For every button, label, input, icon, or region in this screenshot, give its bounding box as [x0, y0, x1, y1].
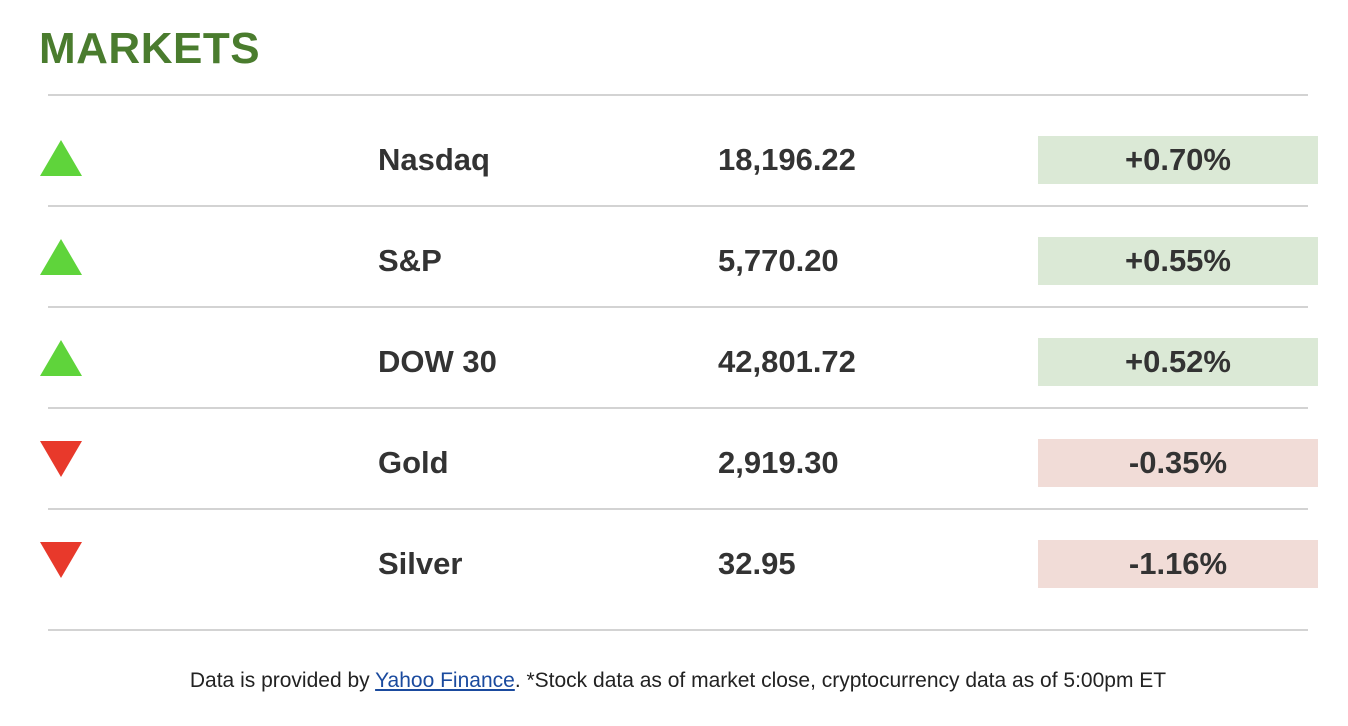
change-badge: +0.52% [1038, 338, 1318, 386]
change-badge: +0.70% [1038, 136, 1318, 184]
market-name: Silver [378, 546, 463, 581]
market-value: 42,801.72 [718, 344, 856, 379]
change-badge: -0.35% [1038, 439, 1318, 487]
market-row-nasdaq: Nasdaq 18,196.22 +0.70% [0, 108, 1348, 209]
market-row-silver: Silver 32.95 -1.16% [0, 512, 1348, 613]
triangle-up-icon [40, 238, 82, 276]
divider [48, 407, 1308, 409]
data-attribution: Data is provided by Yahoo Finance. *Stoc… [0, 668, 1348, 694]
change-badge: -1.16% [1038, 540, 1318, 588]
divider [48, 94, 1308, 96]
divider [48, 508, 1308, 510]
market-row-gold: Gold 2,919.30 -0.35% [0, 411, 1348, 512]
triangle-up-icon [40, 339, 82, 377]
attribution-suffix: . *Stock data as of market close, crypto… [514, 669, 1167, 692]
divider [48, 205, 1308, 207]
yahoo-finance-link[interactable]: Yahoo Finance [375, 669, 515, 692]
market-value: 5,770.20 [718, 243, 839, 278]
market-row-dow30: DOW 30 42,801.72 +0.52% [0, 310, 1348, 411]
market-value: 32.95 [718, 546, 796, 581]
market-value: 2,919.30 [718, 445, 839, 480]
market-name: Gold [378, 445, 449, 480]
market-name: Nasdaq [378, 142, 490, 177]
attribution-prefix: Data is provided by [189, 669, 376, 692]
market-value: 18,196.22 [718, 142, 856, 177]
triangle-down-icon [40, 541, 82, 579]
change-badge: +0.55% [1038, 237, 1318, 285]
market-row-sp: S&P 5,770.20 +0.55% [0, 209, 1348, 310]
triangle-up-icon [40, 139, 82, 177]
market-name: DOW 30 [378, 344, 497, 379]
page-title: MARKETS [39, 24, 261, 73]
triangle-down-icon [40, 440, 82, 478]
divider [48, 629, 1308, 631]
market-name: S&P [378, 243, 442, 278]
divider [48, 306, 1308, 308]
